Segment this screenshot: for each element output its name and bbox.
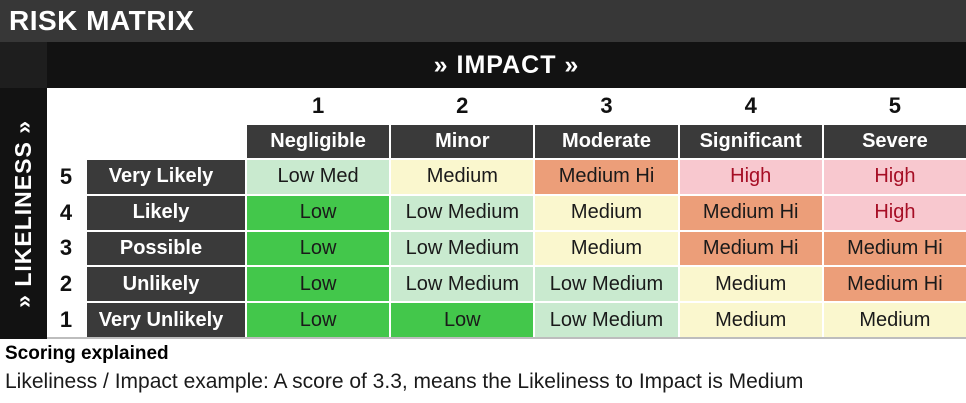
matrix-cell: High (823, 160, 966, 194)
matrix-cell: Low (391, 303, 534, 337)
matrix-cell: Medium (391, 160, 534, 194)
risk-matrix-grid: 1 2 3 4 5 Negligible Minor Moderate Sign… (47, 88, 966, 339)
impact-axis-band: » IMPACT » (0, 42, 966, 88)
matrix-cell: Medium Hi (823, 267, 966, 302)
likeliness-scale-5: 5 (47, 160, 85, 194)
impact-axis-label: » IMPACT » (47, 42, 966, 88)
matrix-cell: Low Medium (391, 195, 534, 230)
row-header-very-unlikely: Very Unlikely (87, 303, 245, 337)
matrix-cell: Low (247, 195, 390, 230)
column-header-significant: Significant (679, 125, 822, 158)
row-header-very-likely: Very Likely (87, 160, 245, 194)
matrix-cell: High (823, 195, 966, 230)
column-header-negligible: Negligible (247, 125, 390, 158)
matrix-cell: Low Medium (535, 303, 678, 337)
matrix-cell: Medium Hi (679, 195, 822, 230)
grid-spacer (47, 125, 245, 158)
matrix-cell: Low Med (247, 160, 390, 194)
matrix-cell: Medium (823, 303, 966, 337)
matrix-cell: Low (247, 267, 390, 302)
matrix-cell: Medium Hi (823, 231, 966, 266)
matrix-cell: Medium (679, 303, 822, 337)
likeliness-axis-label: » LIKELINESS » (10, 119, 36, 308)
matrix-cell: Medium (535, 231, 678, 266)
matrix-cell: Medium Hi (535, 160, 678, 194)
column-header-severe: Severe (823, 125, 966, 158)
row-header-possible: Possible (87, 231, 245, 266)
impact-scale-5: 5 (823, 88, 966, 123)
axis-corner (0, 42, 47, 88)
likeliness-axis-band: » LIKELINESS » (0, 88, 47, 339)
column-header-moderate: Moderate (535, 125, 678, 158)
scoring-example-text: Likeliness / Impact example: A score of … (5, 369, 804, 393)
likeliness-scale-1: 1 (47, 303, 85, 337)
matrix-cell: Low Medium (535, 267, 678, 302)
matrix-cell: Medium (535, 195, 678, 230)
matrix-cell: Low (247, 231, 390, 266)
matrix-cell: Medium Hi (679, 231, 822, 266)
scoring-footer: Scoring explained Likeliness / Impact ex… (0, 339, 966, 394)
likeliness-scale-3: 3 (47, 231, 85, 266)
impact-scale-3: 3 (535, 88, 678, 123)
row-header-likely: Likely (87, 195, 245, 230)
page-title: RISK MATRIX (0, 0, 966, 42)
impact-scale-2: 2 (391, 88, 534, 123)
matrix-cell: High (679, 160, 822, 194)
matrix-body: » LIKELINESS » 1 2 3 4 5 Negligible Mino… (0, 88, 966, 339)
likeliness-scale-4: 4 (47, 195, 85, 230)
matrix-cell: Low Medium (391, 231, 534, 266)
matrix-cell: Medium (679, 267, 822, 302)
row-header-unlikely: Unlikely (87, 267, 245, 302)
impact-scale-1: 1 (247, 88, 390, 123)
matrix-cell: Low (247, 303, 390, 337)
grid-spacer (47, 88, 245, 123)
impact-scale-4: 4 (679, 88, 822, 123)
scoring-heading: Scoring explained (5, 342, 169, 364)
likeliness-scale-2: 2 (47, 267, 85, 302)
column-header-minor: Minor (391, 125, 534, 158)
matrix-cell: Low Medium (391, 267, 534, 302)
